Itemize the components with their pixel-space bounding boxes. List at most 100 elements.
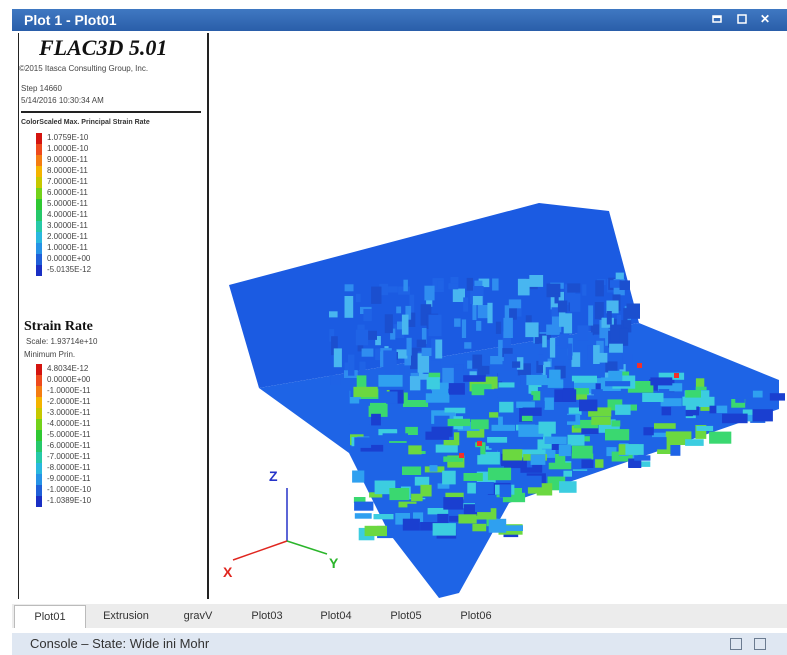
- model-cell: [502, 348, 513, 358]
- model-cell: [413, 512, 424, 523]
- model-cell: [393, 324, 405, 339]
- model-cell: [503, 317, 513, 338]
- min-legend-label: -1.0389E-10: [47, 496, 92, 505]
- model-cell: [463, 504, 478, 516]
- min-legend-swatch: [36, 463, 42, 474]
- min-legend-swatch: [36, 408, 42, 419]
- model-cell: [437, 513, 449, 527]
- model-cell: [405, 426, 418, 435]
- model-cell: [512, 361, 521, 368]
- plot-viewport[interactable]: Z X Y: [209, 33, 787, 599]
- model-cell: [389, 488, 410, 501]
- brand-title: FLAC3D 5.01: [39, 35, 168, 60]
- model-cell: [619, 328, 629, 346]
- model-cell: [531, 391, 541, 401]
- model-cell: [606, 300, 619, 314]
- min-legend-label: -8.0000E-11: [47, 463, 91, 472]
- model-cell: [489, 412, 499, 418]
- model-cell: [526, 374, 547, 386]
- model-cell: [608, 370, 623, 382]
- console-restore-icon[interactable]: [730, 638, 742, 650]
- model-cell: [443, 497, 464, 510]
- model-cell: [426, 294, 433, 307]
- model-cell: [413, 418, 426, 425]
- model-cell: [476, 320, 482, 331]
- model-cell: [431, 360, 441, 371]
- model-cell: [475, 482, 494, 495]
- tab-bar: [12, 604, 787, 628]
- model-cell: [488, 443, 500, 449]
- model-cell: [479, 491, 494, 503]
- min-legend-label: 4.8034E-12: [47, 364, 89, 373]
- model-cell: [424, 285, 435, 301]
- model-cell: [661, 406, 672, 416]
- min-legend-swatch: [36, 474, 42, 485]
- max-legend-label: 2.0000E-11: [47, 232, 88, 241]
- close-icon[interactable]: ✕: [759, 12, 771, 26]
- model-cell: [593, 345, 600, 364]
- model-cell: [499, 484, 512, 498]
- max-legend-label: 8.0000E-11: [47, 166, 88, 175]
- model-cell: [665, 431, 692, 445]
- model-cell: [492, 278, 499, 291]
- model-cell: [354, 437, 372, 448]
- tab-plot05[interactable]: Plot05: [390, 610, 422, 622]
- console-maximize-icon[interactable]: [754, 638, 766, 650]
- max-legend-swatch: [36, 243, 42, 254]
- model-cell: [384, 314, 393, 334]
- tab-plot01[interactable]: Plot01: [14, 605, 86, 628]
- tab-gravv[interactable]: gravV: [183, 610, 213, 622]
- model-cell: [406, 312, 416, 327]
- model-cell: [541, 448, 556, 458]
- model-cell: [544, 436, 567, 444]
- max-legend-label: 1.0000E-11: [47, 243, 88, 252]
- model-cell: [518, 424, 544, 437]
- model-cell: [554, 293, 559, 304]
- model-cell: [454, 318, 461, 327]
- model-cell: [591, 389, 603, 395]
- model-cell: [477, 451, 500, 465]
- model-cell: [695, 425, 707, 439]
- max-legend-swatch: [36, 188, 42, 199]
- model-cell: [406, 337, 412, 356]
- max-legend-label: 5.0000E-11: [47, 199, 88, 208]
- min-legend-swatch: [36, 496, 42, 507]
- model-cell: [592, 443, 603, 452]
- model-cell: [330, 375, 341, 386]
- tab-plot04[interactable]: Plot04: [320, 610, 352, 622]
- model-cell: [549, 369, 561, 383]
- model-cell: [366, 330, 377, 340]
- console-bar: Console – State: Wide ini Mohr: [12, 633, 787, 655]
- model-cells: [329, 272, 787, 541]
- model-cell: [407, 390, 432, 400]
- model-cell: [447, 418, 471, 427]
- min-legend-label: 0.0000E+00: [47, 375, 91, 384]
- maximize-icon[interactable]: [735, 12, 749, 26]
- model-cell: [371, 286, 382, 304]
- tab-plot03[interactable]: Plot03: [251, 610, 283, 622]
- model-hotspot: [674, 373, 679, 378]
- model-cell: [588, 407, 612, 417]
- model-cell: [432, 339, 443, 359]
- model-cell: [463, 473, 483, 481]
- model-cell: [716, 405, 728, 414]
- tab-plot06[interactable]: Plot06: [460, 610, 492, 622]
- legend-separator: [21, 111, 201, 113]
- model-cell: [559, 481, 577, 493]
- model-cell: [348, 354, 355, 376]
- model-cell: [375, 348, 383, 361]
- model-cell: [353, 497, 366, 503]
- model-cell: [396, 349, 408, 359]
- restore-icon[interactable]: [710, 12, 724, 26]
- max-legend-swatch: [36, 155, 42, 166]
- tab-extrusion[interactable]: Extrusion: [103, 610, 149, 622]
- max-legend-label: 1.0000E-10: [47, 144, 89, 153]
- max-legend-swatch: [36, 254, 42, 265]
- model-cell: [442, 470, 456, 485]
- model-cell: [353, 386, 378, 398]
- model-cell: [657, 383, 683, 392]
- model-cell: [503, 353, 517, 373]
- model-cell: [599, 320, 609, 339]
- model-cell: [571, 425, 584, 433]
- model-cell: [355, 329, 369, 346]
